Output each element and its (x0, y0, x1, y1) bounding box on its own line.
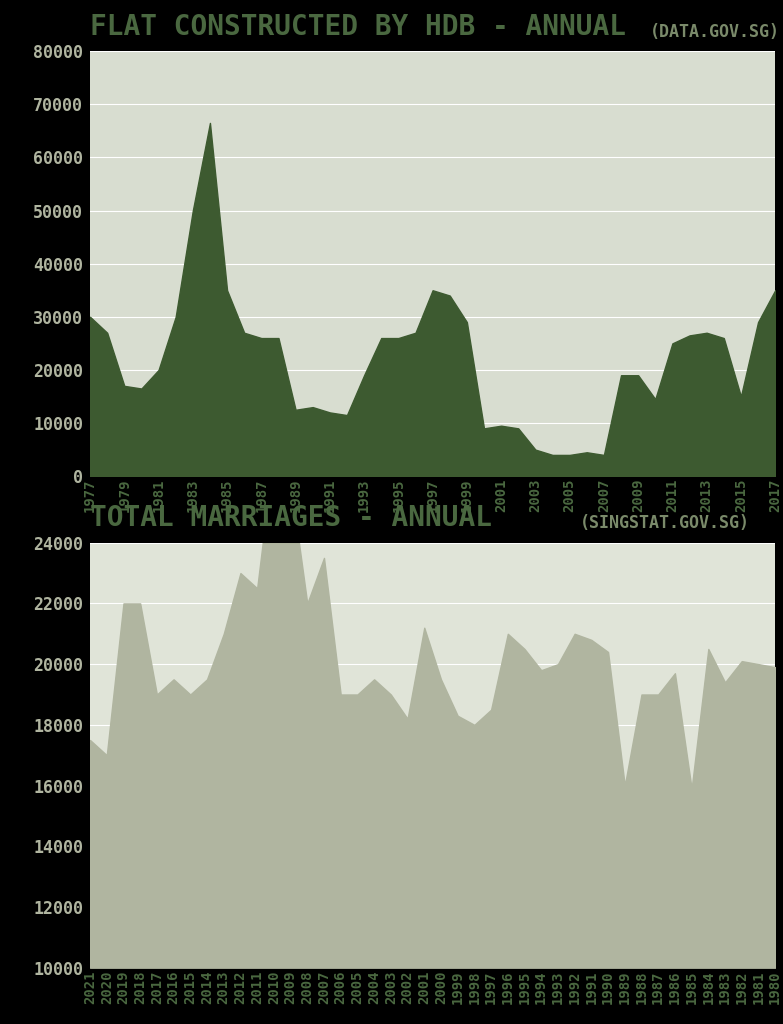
Text: FLAT CONSTRUCTED BY HDB - ANNUAL: FLAT CONSTRUCTED BY HDB - ANNUAL (90, 13, 626, 41)
Text: TOTAL MARRIAGES - ANNUAL: TOTAL MARRIAGES - ANNUAL (90, 505, 492, 532)
Text: (SINGSTAT.GOV.SG): (SINGSTAT.GOV.SG) (579, 514, 749, 532)
Text: (DATA.GOV.SG): (DATA.GOV.SG) (650, 23, 780, 41)
